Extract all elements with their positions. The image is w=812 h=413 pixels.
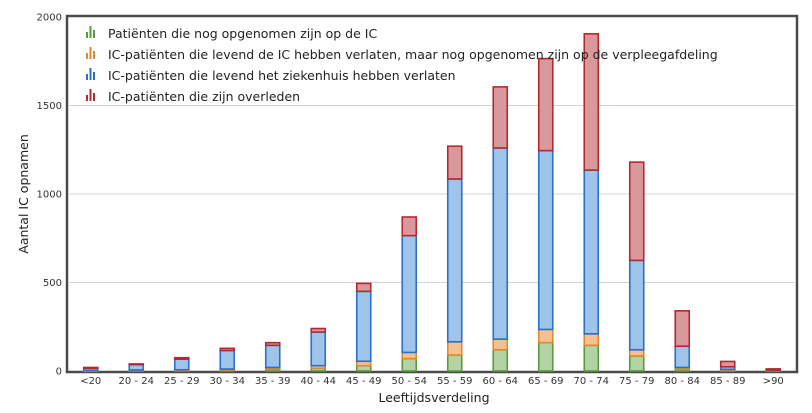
x-tick-label: 30 - 34 [210,376,245,387]
x-tick-label: <20 [80,376,101,387]
x-tick-label: 25 - 29 [164,376,199,387]
bar-stack [446,145,463,372]
y-tick-label: 500 [43,278,62,289]
bar-segment-series-3[interactable] [492,86,509,149]
x-tick-label: 35 - 39 [255,376,290,387]
bar-stack [219,347,236,372]
y-tick-label: 1000 [37,190,62,201]
bar-stack [492,86,509,372]
bar-segment-series-3[interactable] [264,341,281,347]
bar-stack [401,216,418,372]
legend-icon-series-3 [86,89,95,101]
x-tick-label: >90 [763,376,784,387]
bar-segment-series-1[interactable] [537,328,554,344]
bar-segment-series-2[interactable] [355,290,372,363]
bar-segment-series-2[interactable] [219,349,236,370]
bar-segment-series-2[interactable] [628,259,645,351]
bar-segment-series-3[interactable] [537,57,554,152]
bar-stack [173,356,190,372]
bar-segment-series-2[interactable] [492,147,509,340]
y-tick-label: 2000 [37,13,62,24]
legend-label-series-3[interactable]: IC-patiënten die zijn overleden [108,89,300,104]
legend-label-series-2[interactable]: IC-patiënten die levend het ziekenhuis h… [108,68,456,83]
x-axis-ticks: <20 20 - 24 25 - 29 30 - 34 35 - 39 40 - 44 45… [80,376,784,387]
bar-segment-series-3[interactable] [583,33,600,171]
x-tick-label: 40 - 44 [301,376,336,387]
bar-stack [264,341,281,372]
legend-label-series-1[interactable]: IC-patiënten die levend de IC hebben ver… [108,47,718,62]
bar-segment-series-2[interactable] [537,149,554,331]
bar-stack [537,57,554,372]
y-axis-ticks: 0 500 1000 1500 2000 [37,13,62,378]
bar-segment-series-2[interactable] [446,178,463,343]
x-tick-label: 80 - 84 [665,376,700,387]
bar-segment-series-1[interactable] [446,340,463,356]
bar-segment-series-3[interactable] [628,161,645,262]
grid-lines [68,105,796,283]
legend: Patiënten die nog opgenomen zijn op de I… [86,26,718,104]
bar-segment-series-3[interactable] [219,347,236,352]
legend-label-series-0[interactable]: Patiënten die nog opgenomen zijn op de I… [108,26,377,41]
bar-stack [628,161,645,372]
bar-segment-series-1[interactable] [401,351,418,360]
bar-stack [128,363,145,372]
x-tick-label: 50 - 54 [392,376,427,387]
bar-stack [674,310,691,372]
bar-segment-series-3[interactable] [173,356,190,360]
bar-segment-series-2[interactable] [401,234,418,354]
x-tick-label: 55 - 59 [437,376,472,387]
x-tick-label: 65 - 69 [528,376,563,387]
bar-stack [719,360,736,372]
bar-segment-series-1[interactable] [628,348,645,357]
legend-icon-series-1 [86,47,95,59]
bar-segment-series-2[interactable] [674,345,691,369]
bar-segment-series-3[interactable] [719,360,736,368]
x-tick-label: 70 - 74 [574,376,609,387]
x-tick-label: 75 - 79 [619,376,654,387]
x-tick-label: 85 - 89 [710,376,745,387]
x-tick-label: 60 - 64 [483,376,518,387]
y-tick-label: 0 [56,367,62,378]
bar-stack [82,366,99,372]
bar-segment-series-2[interactable] [583,169,600,335]
x-tick-label: 20 - 24 [119,376,154,387]
bar-segment-series-3[interactable] [765,368,782,371]
bars [82,33,782,372]
bar-segment-series-2[interactable] [173,358,190,371]
y-tick-label: 1500 [37,101,62,112]
bar-segment-series-1[interactable] [492,338,509,351]
bar-segment-series-0[interactable] [401,357,418,372]
bar-segment-series-0[interactable] [492,348,509,372]
bar-segment-series-0[interactable] [446,354,463,372]
legend-icon-series-2 [86,68,95,80]
legend-icon-series-0 [86,26,95,38]
bar-segment-series-3[interactable] [82,366,99,369]
bar-stack [765,368,782,372]
bar-stack [583,33,600,372]
bar-stack [355,282,372,372]
bar-segment-series-1[interactable] [583,333,600,347]
bar-stack [310,327,327,372]
bar-segment-series-3[interactable] [128,363,145,366]
bar-segment-series-3[interactable] [446,145,463,180]
bar-segment-series-3[interactable] [310,327,327,333]
bar-segment-series-2[interactable] [310,331,327,367]
x-tick-label: 45 - 49 [346,376,381,387]
bar-segment-series-2[interactable] [264,344,281,369]
x-axis-title: Leeftijdsverdeling [378,390,489,405]
y-axis-title: Aantal IC opnamen [16,134,31,253]
bar-segment-series-0[interactable] [583,344,600,372]
bar-segment-series-3[interactable] [674,310,691,348]
bar-segment-series-3[interactable] [355,282,372,293]
bar-segment-series-3[interactable] [401,216,418,237]
bar-segment-series-0[interactable] [628,355,645,372]
bar-segment-series-0[interactable] [537,341,554,372]
